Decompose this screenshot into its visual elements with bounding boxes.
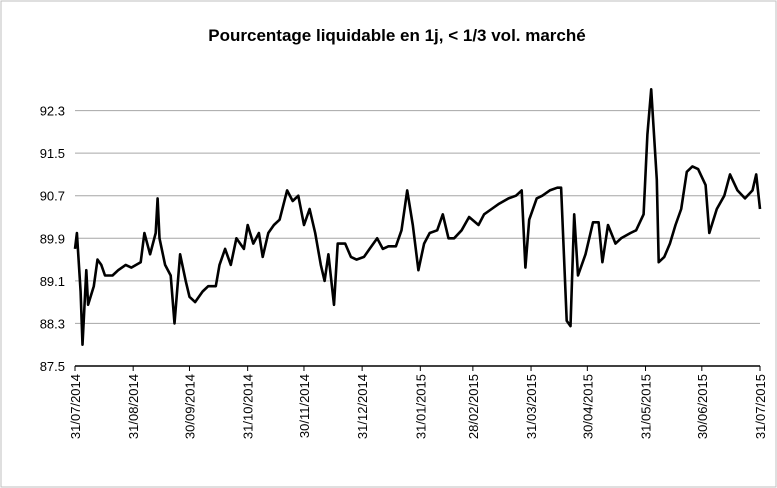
y-tick-label: 90.7 [40, 189, 65, 204]
chart-title: Pourcentage liquidable en 1j, < 1/3 vol.… [208, 26, 585, 45]
y-tick-label: 89.1 [40, 274, 65, 289]
x-tick-label: 31/05/2015 [639, 374, 654, 439]
x-tick-label: 31/10/2014 [241, 374, 256, 439]
x-tick-label: 30/06/2015 [695, 374, 710, 439]
x-tick-label: 31/08/2014 [126, 374, 141, 439]
y-tick-label: 88.3 [40, 316, 65, 331]
x-tick-label: 31/01/2015 [413, 374, 428, 439]
x-tick-label: 30/09/2014 [182, 374, 197, 439]
line-series [73, 88, 762, 346]
x-tick-label: 30/11/2014 [297, 374, 312, 438]
x-tick-label: 31/07/2014 [68, 374, 83, 439]
x-tick-label: 31/12/2014 [355, 374, 370, 439]
x-tick-label: 30/04/2015 [580, 374, 595, 439]
x-tick-label: 31/03/2015 [524, 374, 539, 439]
x-tick-label: 31/07/2015 [753, 374, 768, 439]
x-tick-label: 28/02/2015 [466, 374, 481, 439]
y-tick-label: 92.3 [40, 104, 65, 119]
y-tick-label: 89.9 [40, 231, 65, 246]
y-tick-label: 91.5 [40, 146, 65, 161]
y-tick-label: 87.5 [40, 359, 65, 374]
